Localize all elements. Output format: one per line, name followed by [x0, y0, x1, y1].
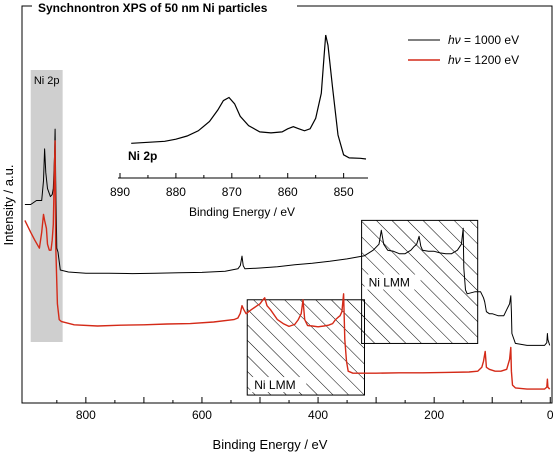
x-tick-label: 0 — [547, 408, 553, 422]
x-axis-ticks: 800 600 400 200 0 — [56, 397, 553, 422]
inset-tick-label: 850 — [334, 185, 354, 199]
series-line — [24, 140, 551, 390]
ni-lmm-label-bg — [364, 274, 421, 290]
inset-tick-label: 870 — [222, 185, 242, 199]
inset-x-ticks: 890 880 870 860 850 — [110, 173, 354, 199]
y-axis-label: Intensity / a.u. — [1, 165, 16, 246]
inset-x-axis-label: Binding Energy / eV — [189, 205, 295, 219]
inset-title: Ni 2p — [128, 149, 157, 163]
ni-lmm-label-bg — [250, 377, 307, 393]
series-line — [24, 128, 551, 346]
x-axis-label: Binding Energy / eV — [213, 437, 328, 452]
ni-lmm-label: Ni LMM — [369, 276, 410, 290]
x-tick-label: 400 — [308, 408, 328, 422]
legend: hν = 1000 eV hν = 1200 eV — [408, 33, 519, 67]
x-tick-label: 200 — [424, 408, 444, 422]
annotation-layer: Ni LMM Ni LMM — [246, 219, 479, 396]
inset-tick-label: 880 — [166, 185, 186, 199]
inset-tick-label: 860 — [278, 185, 298, 199]
ni-lmm-label: Ni LMM — [254, 378, 295, 392]
ni-2p-region-label: Ni 2p — [34, 75, 60, 87]
legend-label: hν = 1000 eV — [448, 33, 519, 47]
inset-background — [118, 22, 368, 162]
inset-chart: Ni 2p 890 880 870 860 850 Binding Energy / e… — [110, 22, 368, 219]
inset-tick-label: 890 — [110, 185, 130, 199]
inset-series-line — [131, 34, 367, 160]
legend-label: hν = 1200 eV — [448, 53, 519, 67]
title-background — [32, 0, 297, 16]
x-tick-label: 800 — [76, 408, 96, 422]
x-tick-label: 600 — [192, 408, 212, 422]
series-layer — [24, 128, 551, 390]
chart-title: Synchnontron XPS of 50 nm Ni particles — [38, 1, 268, 15]
